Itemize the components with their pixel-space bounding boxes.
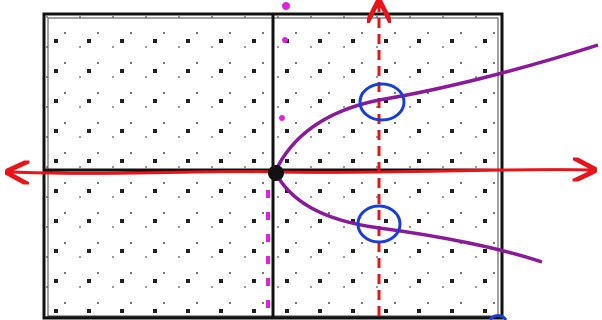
intersection-circle xyxy=(358,82,406,122)
blue-mark xyxy=(488,314,508,320)
magenta-dot xyxy=(282,2,290,10)
parabola-upper xyxy=(273,43,599,173)
parabola-lower xyxy=(273,171,543,264)
intersection-circle xyxy=(356,204,402,244)
magenta-dot xyxy=(279,115,285,121)
magenta-dot xyxy=(282,37,288,43)
vertex xyxy=(268,165,284,181)
